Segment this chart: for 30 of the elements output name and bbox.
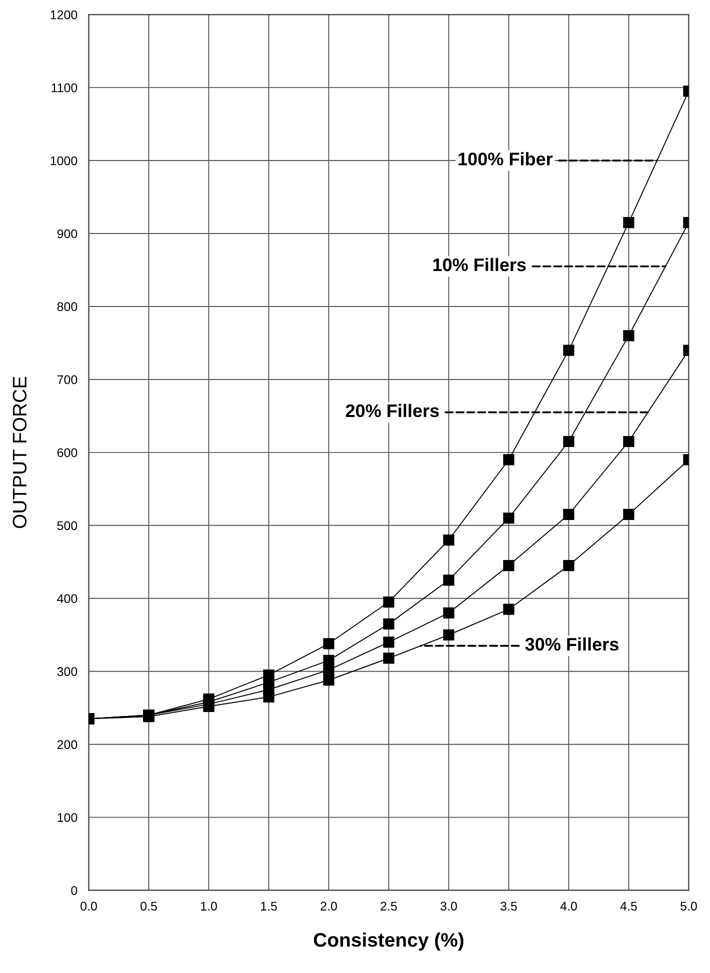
annotation: 10% Fillers xyxy=(433,258,526,272)
x-tick-label: 1.0 xyxy=(201,902,217,911)
x-tick-label: 0.5 xyxy=(140,902,157,911)
y-tick-label: 800 xyxy=(57,302,78,312)
x-tick-label: 0.0 xyxy=(80,902,97,911)
y-tick-label: 900 xyxy=(57,229,78,238)
x-tick-label: 4.5 xyxy=(620,902,637,911)
y-tick-label: 200 xyxy=(57,740,78,749)
x-tick-label: 3.0 xyxy=(440,902,457,911)
x-tick-label: 1.5 xyxy=(261,902,277,911)
y-tick-label: 1000 xyxy=(50,156,78,166)
annotation: 30% Fillers xyxy=(525,637,618,651)
y-tick-label: 700 xyxy=(57,375,78,384)
x-tick-label: 5.0 xyxy=(680,902,697,911)
y-tick-label: 400 xyxy=(57,594,78,604)
y-tick-label: 100 xyxy=(58,813,78,822)
y-tick-label: 600 xyxy=(57,448,78,458)
x-tick-label: 3.5 xyxy=(500,902,517,911)
annotation: 100% Fiber xyxy=(458,152,553,166)
y-tick-label: 500 xyxy=(57,521,78,530)
y-tick-label: 1100 xyxy=(52,83,78,92)
annotation: 20% Fillers xyxy=(346,404,439,418)
y-tick-label: 1200 xyxy=(50,10,78,20)
x-tick-label: 2.0 xyxy=(320,902,337,911)
y-tick-label: 0 xyxy=(71,886,78,895)
x-axis-title: Consistency (%) xyxy=(314,932,464,951)
x-tick-label: 2.5 xyxy=(380,902,397,911)
y-tick-label: 300 xyxy=(57,667,78,676)
x-tick-label: 4.0 xyxy=(560,902,577,911)
y-axis-title: OUTPUT FORCE xyxy=(12,376,27,528)
